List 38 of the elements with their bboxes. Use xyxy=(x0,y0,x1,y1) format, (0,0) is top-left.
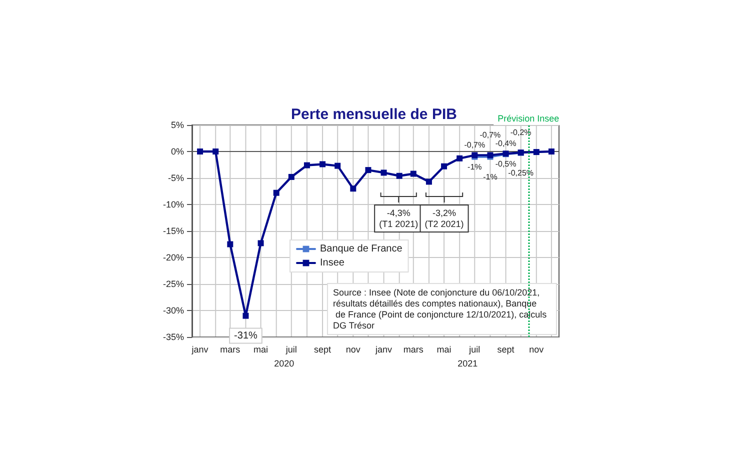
x-tick-label: mai xyxy=(254,344,268,354)
data-label: -1% xyxy=(483,172,498,182)
y-tick-label: -30% xyxy=(162,306,184,316)
x-tick-label: janv xyxy=(190,344,209,354)
data-label: -0,7% xyxy=(480,130,501,140)
data-label: -0,4% xyxy=(495,139,516,148)
data-label: -31% xyxy=(234,330,258,342)
y-tick-label: 5% xyxy=(170,120,184,130)
x-tick-label: mai xyxy=(436,344,452,354)
y-tick-label: 0% xyxy=(170,146,184,156)
y-tick-label: -5% xyxy=(168,173,184,183)
x-tick-label: sept xyxy=(314,344,332,354)
data-label: -0,5% xyxy=(495,160,516,169)
annotation: Source : Insee (Note de conjoncture du 06/10/2021, résultats détaillés des comptes nationaux), Banque de France (Point de conjoncture 12/10/2021), calculs DG Trésor xyxy=(333,288,550,330)
x-tick-label: nov xyxy=(346,344,361,354)
text: 2020 xyxy=(274,358,294,368)
x-tick-label: nov xyxy=(529,344,544,354)
x-tick-label: juil xyxy=(468,344,480,354)
y-tick-label: -35% xyxy=(162,332,184,342)
x-tick-label: juil xyxy=(284,344,297,354)
x-tick-label: janv xyxy=(374,344,393,354)
annotation: -3,2% (T2 2021) xyxy=(424,208,464,230)
y-tick-label: -10% xyxy=(162,200,184,210)
text: 2021 xyxy=(458,358,478,368)
data-label: -1% xyxy=(468,162,482,172)
chart-title: Perte mensuelle de PIB xyxy=(291,106,458,123)
legend-label: Banque de France xyxy=(320,244,403,254)
y-tick-label: -20% xyxy=(162,252,184,262)
legend-label: Insee xyxy=(320,258,345,268)
annotation: -4,3% (T1 2021) xyxy=(379,208,418,230)
x-tick-label: mars xyxy=(220,344,241,354)
data-label: -0,7% xyxy=(464,140,486,150)
y-tick-label: -25% xyxy=(162,279,184,289)
x-tick-label: mars xyxy=(403,344,424,354)
y-tick-label: -15% xyxy=(162,226,184,236)
data-label: -0,25% xyxy=(508,168,534,178)
x-tick-label: sept xyxy=(497,344,515,354)
ref-line-label: Prévision Insee xyxy=(498,114,560,124)
